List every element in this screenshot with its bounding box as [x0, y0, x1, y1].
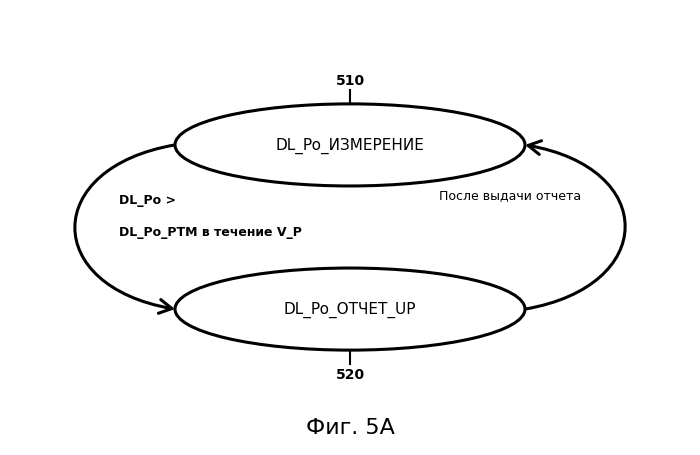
Ellipse shape: [175, 105, 525, 187]
Text: DL_Po >: DL_Po >: [119, 194, 176, 207]
FancyArrowPatch shape: [75, 146, 175, 313]
Text: Фиг. 5А: Фиг. 5А: [306, 417, 394, 437]
Text: 520: 520: [335, 368, 365, 382]
Text: DL_Po_ОТЧЕТ_UP: DL_Po_ОТЧЕТ_UP: [284, 301, 416, 318]
Text: 510: 510: [335, 73, 365, 87]
FancyArrowPatch shape: [525, 142, 625, 309]
Text: DL_Po_ИЗМЕРЕНИЕ: DL_Po_ИЗМЕРЕНИЕ: [276, 137, 424, 154]
Text: После выдачи отчета: После выдачи отчета: [439, 189, 581, 202]
Text: DL_Po_PTM в течение V_P: DL_Po_PTM в течение V_P: [119, 226, 302, 238]
Ellipse shape: [175, 268, 525, 350]
